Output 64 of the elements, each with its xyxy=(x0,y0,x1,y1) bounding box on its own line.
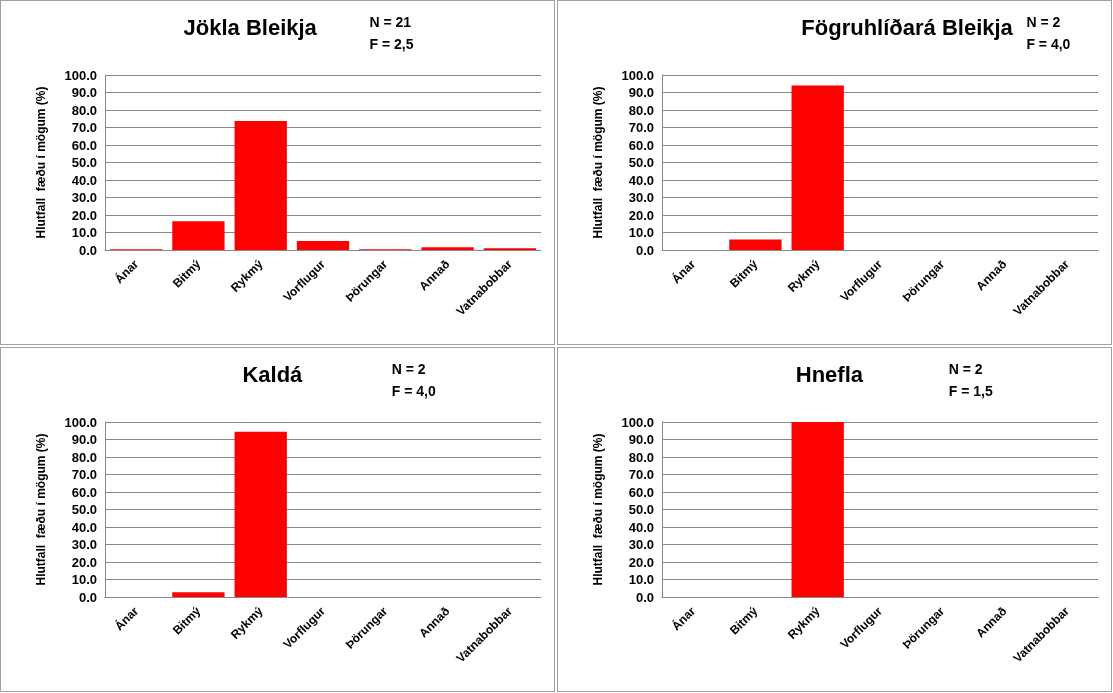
text: F = 2,5 xyxy=(369,36,414,52)
y-tick-label: 100.0 xyxy=(64,414,97,430)
text: F = 4,0 xyxy=(391,383,436,399)
y-tick-label: 100.0 xyxy=(621,414,654,430)
y-tick-label: 90.0 xyxy=(71,85,97,100)
bar xyxy=(421,247,474,250)
bar xyxy=(296,241,350,250)
y-tick-label: 30.0 xyxy=(628,190,654,205)
y-tick-label: 50.0 xyxy=(71,155,97,170)
y-tick-label: 30.0 xyxy=(628,537,654,552)
y-tick-label: 30.0 xyxy=(71,537,97,552)
text: N = 21 xyxy=(369,14,412,30)
y-tick-label: 60.0 xyxy=(628,137,654,153)
y-tick-label: 50.0 xyxy=(71,502,97,517)
y-tick-label: 100.0 xyxy=(64,67,97,83)
y-tick-label: 50.0 xyxy=(628,502,654,517)
text: F = 1,5 xyxy=(948,383,993,399)
y-tick-label: 10.0 xyxy=(71,572,97,587)
bar xyxy=(172,221,225,250)
y-tick-label: 20.0 xyxy=(71,207,97,223)
y-tick-label: 10.0 xyxy=(628,225,654,240)
y-tick-label: 70.0 xyxy=(71,467,97,482)
y-tick-label: 60.0 xyxy=(71,484,97,500)
y-tick-label: 70.0 xyxy=(71,120,97,135)
y-tick-label: 20.0 xyxy=(628,554,654,570)
y-axis-title: Hlutfall fæðu í mögum (%) xyxy=(34,433,48,586)
y-tick-label: 20.0 xyxy=(628,207,654,223)
y-tick-label: 80.0 xyxy=(628,449,654,465)
text: F = 4,0 xyxy=(1026,36,1071,52)
y-axis-title: Hlutfall fæðu í mögum (%) xyxy=(34,86,48,239)
chart-title: Jökla Bleikja xyxy=(183,14,318,40)
text: N = 2 xyxy=(948,361,983,377)
y-tick-label: 20.0 xyxy=(71,554,97,570)
y-tick-label: 0.0 xyxy=(78,589,97,605)
y-tick-label: 40.0 xyxy=(71,519,97,535)
y-tick-label: 0.0 xyxy=(78,242,97,258)
y-axis-title: Hlutfall fæðu í mögum (%) xyxy=(591,86,605,239)
y-tick-label: 10.0 xyxy=(628,572,654,587)
y-tick-label: 70.0 xyxy=(628,467,654,482)
chart-title: Fögruhlíðará Bleikja xyxy=(801,14,1014,40)
y-tick-label: 40.0 xyxy=(71,172,97,188)
y-tick-label: 60.0 xyxy=(628,484,654,500)
text: N = 2 xyxy=(391,361,426,377)
y-axis-title: Hlutfall fæðu í mögum (%) xyxy=(591,433,605,586)
y-tick-label: 40.0 xyxy=(628,172,654,188)
y-tick-label: 80.0 xyxy=(71,102,97,118)
y-tick-label: 100.0 xyxy=(621,67,654,83)
chart-title: Hnefla xyxy=(795,361,864,387)
y-tick-label: 50.0 xyxy=(628,155,654,170)
y-tick-label: 80.0 xyxy=(628,102,654,118)
text: N = 2 xyxy=(1026,14,1061,30)
y-tick-label: 80.0 xyxy=(71,449,97,465)
y-tick-label: 90.0 xyxy=(628,432,654,447)
y-tick-label: 40.0 xyxy=(628,519,654,535)
chart-title: Kaldá xyxy=(242,361,304,387)
y-tick-label: 0.0 xyxy=(635,242,654,258)
y-tick-label: 70.0 xyxy=(628,120,654,135)
bar xyxy=(234,121,287,250)
y-tick-label: 30.0 xyxy=(71,190,97,205)
y-tick-label: 0.0 xyxy=(635,589,654,605)
y-tick-label: 60.0 xyxy=(71,137,97,153)
y-tick-label: 90.0 xyxy=(71,432,97,447)
y-tick-label: 90.0 xyxy=(628,85,654,100)
y-tick-label: 10.0 xyxy=(71,225,97,240)
